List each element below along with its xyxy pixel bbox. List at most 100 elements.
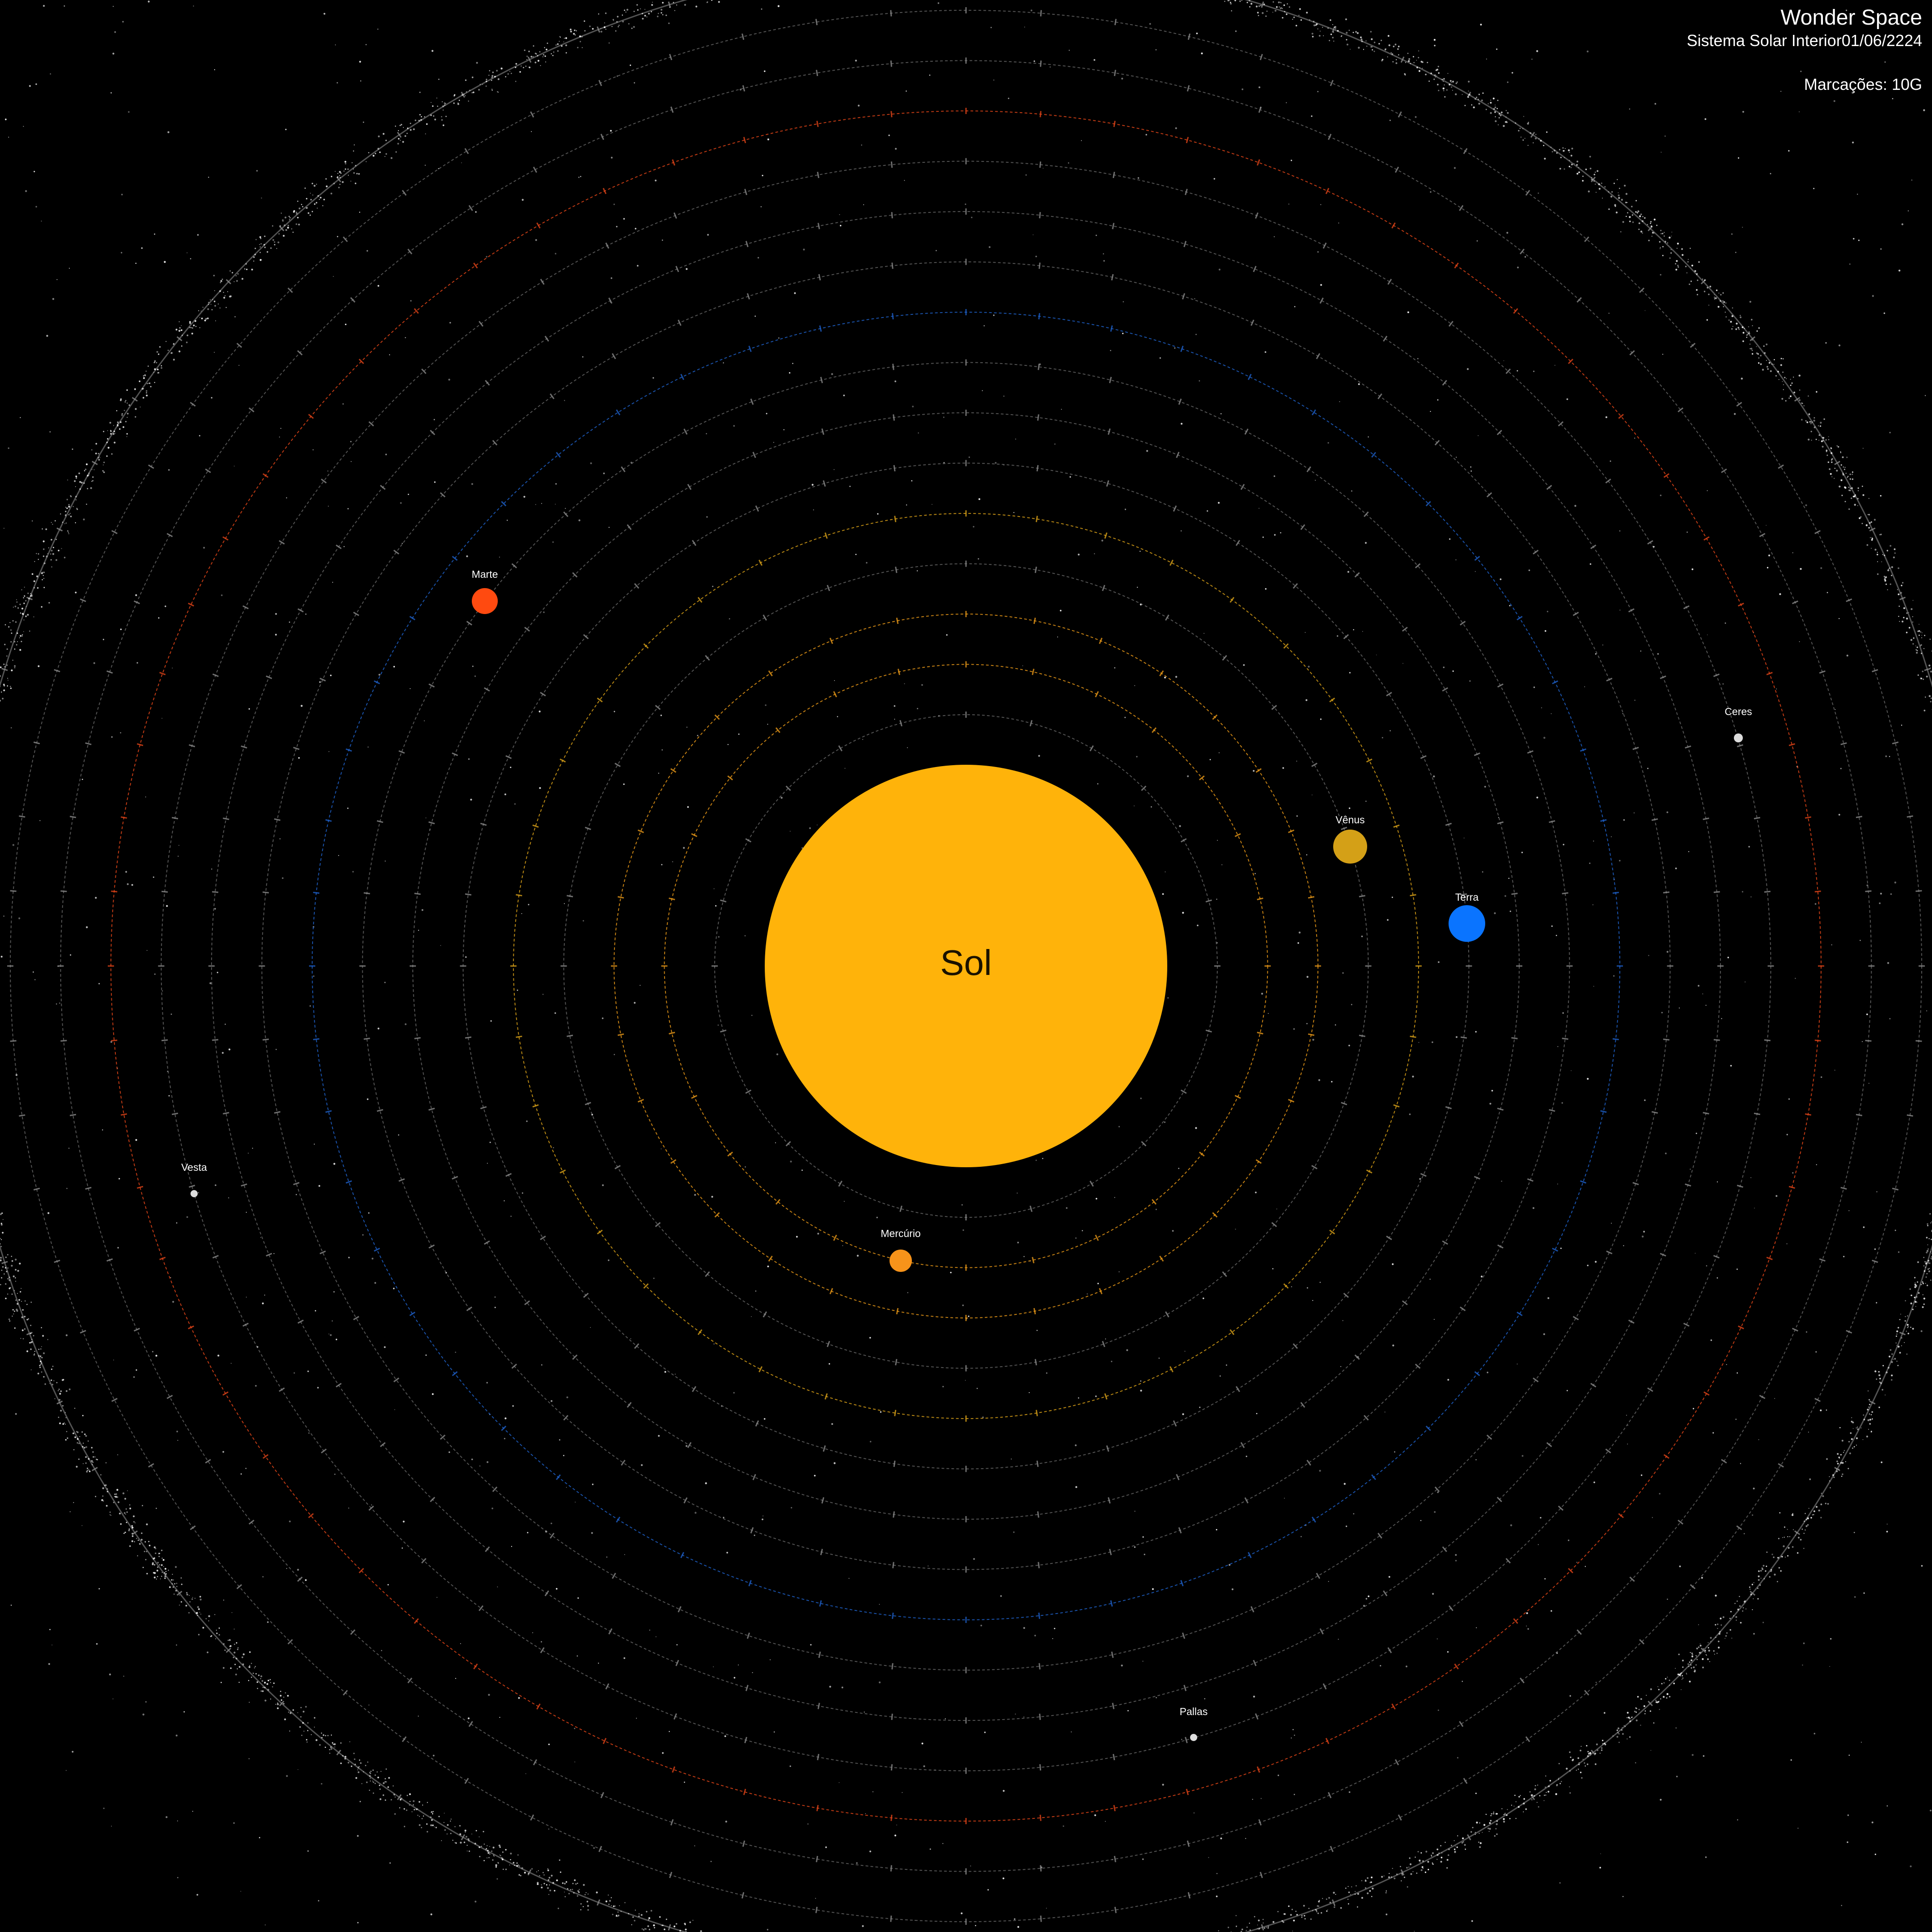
- background-star: [1660, 1799, 1662, 1801]
- background-star: [177, 1820, 178, 1822]
- belt-particle: [1813, 417, 1815, 419]
- belt-particle: [524, 1872, 526, 1874]
- background-star: [1306, 976, 1309, 978]
- background-star: [1078, 1397, 1080, 1399]
- background-star: [1337, 635, 1339, 637]
- background-star: [803, 248, 805, 251]
- belt-particle: [131, 1540, 133, 1542]
- orbit-tick: [236, 1584, 242, 1589]
- background-star: [1429, 1279, 1431, 1280]
- orbit-tick: [345, 1180, 352, 1184]
- background-star: [1675, 1727, 1677, 1729]
- belt-particle: [395, 151, 397, 153]
- belt-particle: [1922, 1294, 1924, 1296]
- orbit-tick: [1311, 1517, 1316, 1523]
- background-star: [85, 468, 87, 470]
- background-star: [754, 1534, 755, 1536]
- belt-particle: [612, 19, 614, 21]
- belt-particle: [1357, 1906, 1358, 1908]
- belt-particle: [1763, 345, 1765, 347]
- belt-particle: [17, 1293, 18, 1294]
- belt-particle: [314, 203, 316, 205]
- belt-particle: [1788, 1547, 1790, 1549]
- background-star: [1008, 97, 1009, 99]
- belt-particle: [1228, 1927, 1229, 1928]
- background-star: [167, 131, 169, 133]
- belt-particle: [68, 506, 70, 508]
- orbit-tick: [697, 1329, 703, 1335]
- belt-particle: [1736, 322, 1738, 325]
- background-star: [1886, 1523, 1888, 1525]
- belt-particle: [153, 1576, 156, 1579]
- background-star: [1831, 944, 1832, 945]
- belt-particle: [1513, 1805, 1515, 1807]
- belt-particle: [398, 130, 399, 131]
- background-star: [1544, 630, 1546, 632]
- orbit-tick: [1402, 627, 1408, 632]
- background-star: [486, 256, 487, 258]
- belt-particle: [613, 20, 614, 21]
- background-star: [136, 1369, 137, 1371]
- orbit-tick: [308, 414, 314, 419]
- belt-particle: [1488, 1831, 1490, 1832]
- background-star: [1172, 1230, 1174, 1232]
- background-star: [1576, 1562, 1578, 1563]
- background-star: [1511, 72, 1513, 74]
- background-star: [350, 441, 352, 442]
- belt-particle: [284, 224, 286, 226]
- background-star: [1436, 1638, 1438, 1640]
- belt-particle: [1327, 1909, 1328, 1911]
- belt-particle: [600, 30, 602, 33]
- belt-particle: [1650, 225, 1652, 227]
- orbit-tick: [236, 343, 242, 348]
- background-star: [551, 1400, 553, 1402]
- background-star: [1929, 1809, 1932, 1812]
- belt-particle: [1748, 331, 1750, 333]
- background-star: [1809, 1478, 1811, 1480]
- belt-particle: [695, 5, 698, 8]
- orbit-tick: [69, 816, 76, 818]
- belt-particle: [555, 44, 557, 46]
- background-star: [1482, 871, 1483, 873]
- background-star: [317, 1387, 319, 1389]
- belt-particle: [86, 504, 87, 505]
- belt-particle: [1714, 297, 1715, 298]
- belt-particle: [11, 669, 13, 672]
- belt-particle: [181, 329, 182, 331]
- belt-particle: [1246, 1926, 1248, 1928]
- belt-particle: [1479, 1842, 1482, 1844]
- belt-particle: [86, 1467, 89, 1469]
- background-star: [15, 1413, 17, 1415]
- belt-particle: [91, 1447, 93, 1449]
- belt-particle: [1748, 333, 1750, 334]
- belt-particle: [1718, 1640, 1720, 1643]
- background-star: [1365, 801, 1367, 802]
- orbit-tick: [1387, 279, 1392, 285]
- orbit-tick: [479, 1605, 483, 1611]
- background-star: [293, 1372, 295, 1374]
- orbit-tick: [1415, 1364, 1421, 1369]
- belt-particle: [1869, 522, 1871, 524]
- belt-particle: [266, 1683, 268, 1685]
- belt-particle: [374, 1774, 376, 1776]
- background-star: [1221, 864, 1223, 865]
- belt-particle: [419, 1816, 420, 1817]
- orbit-tick: [1572, 611, 1579, 616]
- background-star: [158, 617, 160, 619]
- background-star: [1364, 542, 1367, 544]
- background-star: [1134, 1546, 1135, 1548]
- background-star: [879, 1604, 880, 1605]
- background-star: [1889, 432, 1891, 433]
- belt-particle: [1879, 1381, 1881, 1383]
- belt-particle: [285, 229, 287, 231]
- belt-particle: [446, 1833, 448, 1835]
- belt-particle: [466, 1844, 468, 1846]
- background-star: [351, 461, 352, 462]
- background-star: [448, 1451, 450, 1453]
- background-star: [305, 1579, 307, 1581]
- belt-particle: [1731, 328, 1733, 330]
- background-star: [33, 971, 34, 973]
- belt-particle: [287, 225, 289, 226]
- belt-particle: [557, 50, 559, 52]
- background-star: [1081, 1230, 1083, 1232]
